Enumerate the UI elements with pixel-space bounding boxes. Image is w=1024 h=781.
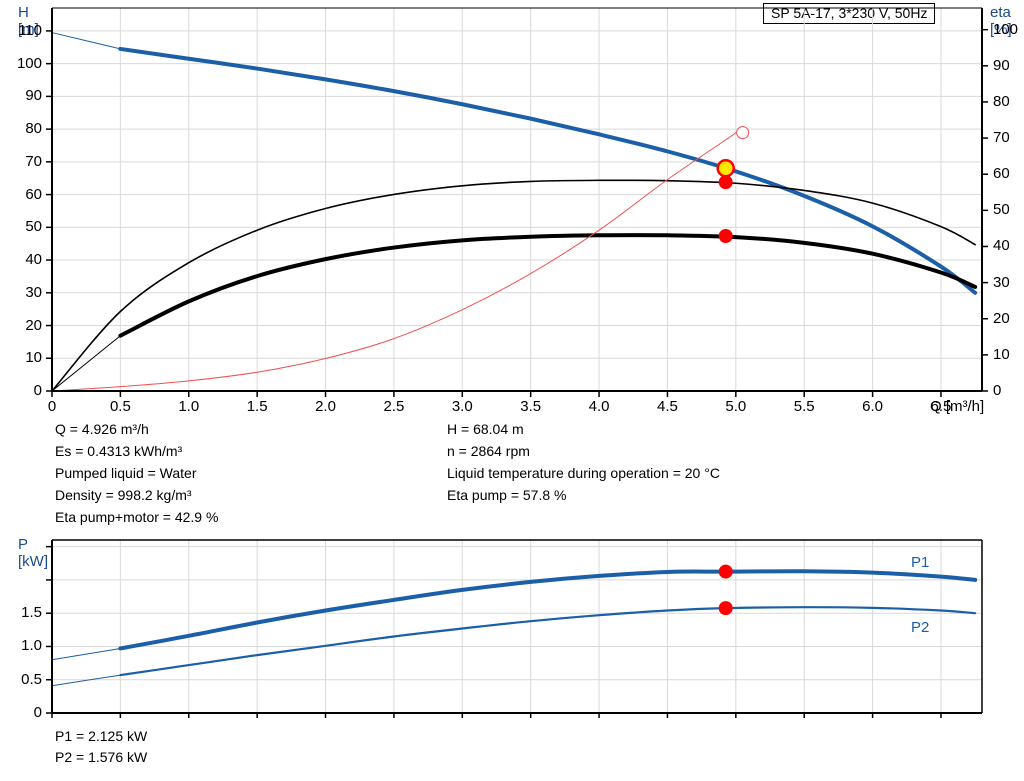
info-left-line-0: Q = 4.926 m³/h (55, 421, 149, 437)
y-right-tick-label-10: 100 (993, 20, 1019, 38)
power-y-tick-label-0: 0 (33, 704, 42, 721)
y-left-tick-label-7: 70 (25, 152, 42, 170)
y-left-tick-label-2: 20 (25, 316, 42, 334)
y-left-tick-label-11: 110 (18, 21, 42, 39)
y-right-tick-label-4: 40 (993, 237, 1010, 255)
y-right-tick-label-6: 60 (993, 165, 1010, 183)
info-left-line-3: Density = 998.2 kg/m³ (55, 487, 192, 503)
x-tick-label-3: 1.5 (246, 398, 268, 415)
y-left-tick-label-3: 30 (25, 283, 42, 301)
power-y-tick-label-2: 1.0 (21, 637, 42, 655)
y-right-tick-label-3: 30 (993, 273, 1010, 291)
curve-lead-in (51, 674, 121, 687)
duty-point-head (716, 159, 735, 178)
y-right-tick-label-2: 20 (993, 309, 1010, 327)
info-left-line-1: Es = 0.4313 kWh/m³ (55, 443, 183, 459)
y-left-tick-label-8: 80 (25, 120, 42, 138)
curve-lead-in (51, 335, 121, 392)
x-tick-label-9: 4.5 (657, 398, 678, 415)
curve-p1 (118, 569, 978, 651)
y-left-tick-label-9: 90 (25, 87, 42, 105)
y-left-tick-label-10: 100 (16, 54, 42, 72)
curve-lead-in (51, 32, 121, 50)
y-right-tick-label-8: 80 (993, 92, 1010, 110)
pump-model-title-text: SP 5A-17, 3*230 V, 50Hz (771, 5, 928, 21)
info-left-line-2: Pumped liquid = Water (55, 465, 197, 481)
x-tick-label-6: 3.0 (451, 398, 473, 415)
y-right-tick-label-0: 0 (993, 382, 1002, 399)
curve-eta-pump (51, 179, 976, 392)
power-y-tick-label-3: 1.5 (21, 604, 42, 622)
info-right-line-1: n = 2864 rpm (447, 443, 530, 459)
curve-eta-pump-motor (118, 233, 978, 338)
x-tick-label-2: 1.0 (178, 398, 200, 415)
info-bottom-line-0: P1 = 2.125 kW (55, 728, 148, 744)
x-tick-label-5: 2.5 (383, 398, 405, 415)
power-y-tick-label-1: 0.5 (21, 670, 42, 688)
info-left-line-4: Eta pump+motor = 42.9 % (55, 509, 219, 525)
duty-point-p1 (718, 564, 733, 579)
power-axis-title-text: P [kW] (18, 536, 48, 570)
power-chart-svg (46, 539, 983, 718)
y-right-tick-label-7: 70 (993, 129, 1010, 147)
head-chart-axis-title-right: eta [%] (990, 4, 1012, 38)
y-left-tick-label-5: 50 (25, 218, 42, 236)
info-right-line-0: H = 68.04 m (447, 421, 524, 437)
duty-point-p2 (718, 601, 733, 616)
head-chart-axis-title-left: H [m] (18, 4, 39, 38)
power-chart-axis-title: P [kW] (18, 536, 48, 570)
info-right-line-3: Eta pump = 57.8 % (447, 487, 567, 503)
curve-lead-in (51, 647, 121, 661)
x-tick-label-11: 5.5 (793, 398, 815, 415)
y-right-tick-label-9: 90 (993, 56, 1010, 74)
y-left-tick-label-6: 60 (25, 185, 42, 203)
x-tick-label-10: 5.0 (725, 398, 747, 415)
curve-npsh-power-reference (51, 132, 737, 392)
y-right-tick-label-1: 10 (993, 345, 1010, 363)
x-tick-label-12: 6.0 (862, 398, 883, 415)
x-tick-label-8: 4.0 (588, 398, 610, 415)
head-chart-svg (46, 7, 988, 397)
head-axis-title-text: H [m] (18, 4, 39, 38)
x-tick-label-0: 0 (47, 398, 57, 415)
x-axis-title: Q [m³/h] (930, 398, 985, 415)
x-tick-label-1: 0.5 (109, 398, 131, 415)
duty-point-eta-pump-motor (718, 228, 733, 243)
curve-h-head- (118, 46, 978, 295)
info-right-line-2: Liquid temperature during operation = 20… (447, 465, 720, 481)
y-right-tick-label-5: 50 (993, 201, 1010, 219)
p2-legend: P2 (911, 619, 930, 637)
y-left-tick-label-4: 40 (25, 251, 42, 269)
p1-legend: P1 (911, 553, 930, 571)
info-bottom-line-1: P2 = 1.576 kW (55, 749, 148, 765)
eta-axis-title-text: eta [%] (990, 4, 1012, 38)
y-left-tick-label-1: 10 (25, 349, 42, 367)
y-left-tick-label-0: 0 (33, 382, 42, 399)
x-tick-label-7: 3.5 (520, 398, 542, 415)
x-tick-label-4: 2.0 (315, 398, 336, 415)
curve-p2 (119, 606, 977, 677)
duty-point-reference (736, 126, 750, 140)
duty-point-eta-pump (718, 175, 733, 190)
x-tick-label-13: 6.5 (930, 398, 952, 415)
